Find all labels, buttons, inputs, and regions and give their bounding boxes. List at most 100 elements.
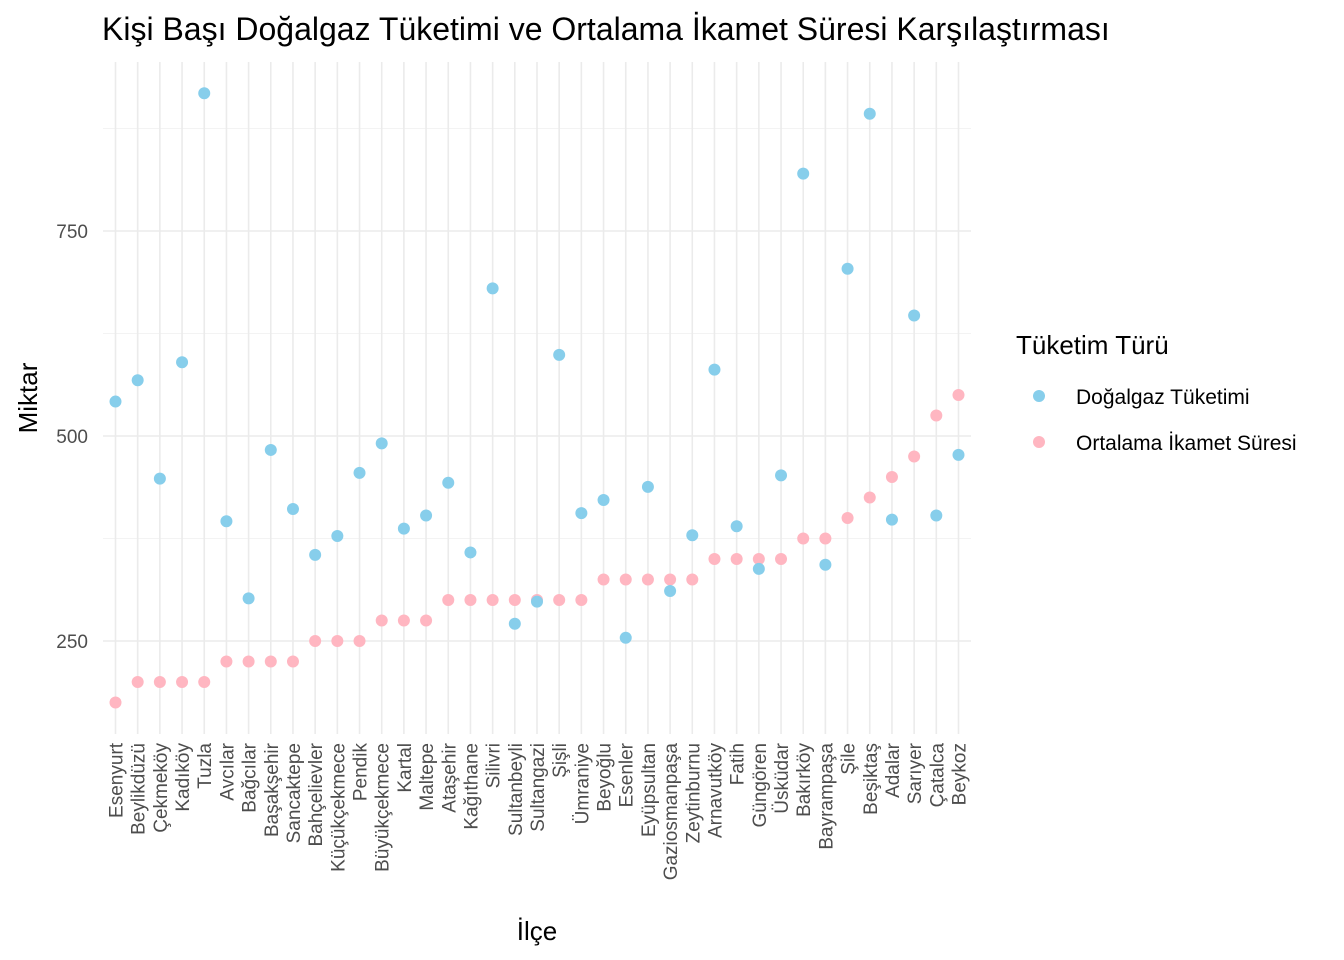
y-axis-title: Miktar	[13, 362, 43, 433]
x-tick-label: Bayrampaşa	[816, 743, 837, 850]
point-ikamet	[597, 573, 610, 586]
x-tick-label: Avcılar	[217, 742, 238, 800]
grid	[103, 62, 971, 734]
point-ikamet	[575, 594, 588, 606]
point-dogalgaz	[353, 466, 366, 479]
x-tick-label: Beykoz	[950, 743, 971, 805]
point-dogalgaz	[153, 472, 166, 485]
point-dogalgaz	[863, 107, 876, 120]
point-dogalgaz	[131, 374, 144, 387]
point-ikamet	[885, 471, 898, 483]
point-dogalgaz	[442, 476, 455, 489]
point-dogalgaz	[508, 617, 521, 630]
point-dogalgaz	[752, 562, 765, 575]
point-dogalgaz	[775, 469, 788, 482]
point-dogalgaz	[819, 558, 832, 571]
point-ikamet	[153, 676, 166, 688]
x-tick-label: Beşiktaş	[861, 743, 882, 815]
point-dogalgaz	[641, 480, 654, 493]
point-ikamet	[930, 409, 943, 422]
point-dogalgaz	[420, 509, 433, 522]
y-tick-label: 500	[56, 427, 88, 448]
point-ikamet	[508, 594, 521, 606]
x-tick-label: Çatalca	[927, 743, 948, 808]
data-points	[109, 87, 965, 709]
chart-title: Kişi Başı Doğalgaz Tüketimi ve Ortalama …	[102, 11, 1110, 47]
point-ikamet	[908, 450, 921, 463]
y-tick-label: 250	[56, 632, 88, 653]
x-tick-label: Kartal	[395, 743, 416, 793]
x-tick-label: Başakşehir	[262, 742, 283, 837]
legend-key-ikamet	[1033, 436, 1045, 448]
x-tick-label: Bakırköy	[794, 743, 815, 817]
point-dogalgaz	[908, 309, 921, 322]
point-dogalgaz	[264, 443, 277, 456]
x-tick-label: Arnavutköy	[705, 743, 726, 839]
point-dogalgaz	[375, 437, 388, 450]
legend: Tüketim Türü Doğalgaz Tüketimi Ortalama …	[1016, 330, 1297, 455]
point-dogalgaz	[309, 548, 322, 561]
point-ikamet	[641, 573, 654, 586]
y-tick-label: 750	[56, 222, 88, 243]
legend-label-dogalgaz: Doğalgaz Tüketimi	[1076, 386, 1250, 409]
x-tick-label: Sultangazi	[528, 743, 549, 832]
x-tick-label: Şile	[839, 743, 860, 775]
point-ikamet	[309, 635, 322, 647]
point-dogalgaz	[575, 507, 588, 520]
x-tick-label: Beylikdüzü	[129, 743, 150, 835]
x-tick-label: Bahçelievler	[306, 742, 327, 846]
x-tick-label: Üsküdar	[772, 742, 793, 813]
point-ikamet	[375, 614, 388, 627]
point-dogalgaz	[242, 592, 255, 605]
x-tick-label: Adalar	[883, 742, 904, 798]
point-dogalgaz	[553, 348, 566, 361]
point-ikamet	[353, 635, 366, 647]
x-axis-ticks: Esenyurt Beylikdüzü Çekmeköy Kadıköy Tuzla Av…	[107, 742, 971, 880]
x-tick-label: Büyükçekmece	[373, 743, 394, 872]
point-dogalgaz	[885, 513, 898, 526]
x-tick-label: Esenyurt	[107, 742, 128, 818]
point-ikamet	[775, 553, 788, 565]
point-ikamet	[442, 594, 455, 606]
point-dogalgaz	[930, 509, 943, 522]
point-ikamet	[752, 553, 765, 565]
point-dogalgaz	[198, 87, 211, 100]
point-dogalgaz	[464, 546, 477, 559]
point-ikamet	[198, 676, 211, 688]
x-tick-label: Ümraniye	[572, 743, 593, 824]
point-ikamet	[264, 655, 277, 668]
x-tick-label: Fatih	[728, 743, 749, 785]
point-dogalgaz	[797, 167, 810, 180]
x-tick-label: Gaziosmanpaşa	[661, 743, 682, 881]
point-dogalgaz	[841, 262, 854, 275]
x-tick-label: Kağıthane	[461, 743, 482, 830]
point-dogalgaz	[531, 595, 543, 608]
point-dogalgaz	[331, 530, 344, 543]
point-ikamet	[664, 573, 677, 586]
point-ikamet	[131, 676, 144, 688]
x-tick-label: Güngören	[750, 743, 771, 828]
x-tick-label: Sancaktepe	[284, 743, 305, 843]
point-dogalgaz	[220, 515, 233, 528]
point-dogalgaz	[397, 522, 410, 535]
point-ikamet	[464, 594, 477, 606]
point-ikamet	[486, 594, 499, 606]
x-tick-label: Beyoğlu	[595, 743, 616, 812]
legend-label-ikamet: Ortalama İkamet Süresi	[1076, 432, 1297, 455]
point-ikamet	[286, 655, 299, 668]
x-tick-label: Çekmeköy	[151, 743, 172, 833]
point-dogalgaz	[686, 529, 699, 542]
legend-title: Tüketim Türü	[1016, 330, 1169, 360]
point-ikamet	[242, 655, 255, 668]
point-ikamet	[331, 635, 344, 647]
y-axis-ticks: 250 500 750	[56, 222, 88, 653]
x-tick-label: Eyüpsultan	[639, 743, 660, 837]
point-dogalgaz	[286, 502, 299, 515]
point-dogalgaz	[952, 448, 965, 461]
point-ikamet	[819, 532, 832, 545]
point-ikamet	[708, 553, 721, 565]
x-tick-label: Zeytinburnu	[683, 743, 704, 843]
point-ikamet	[841, 512, 854, 524]
point-ikamet	[220, 655, 233, 668]
